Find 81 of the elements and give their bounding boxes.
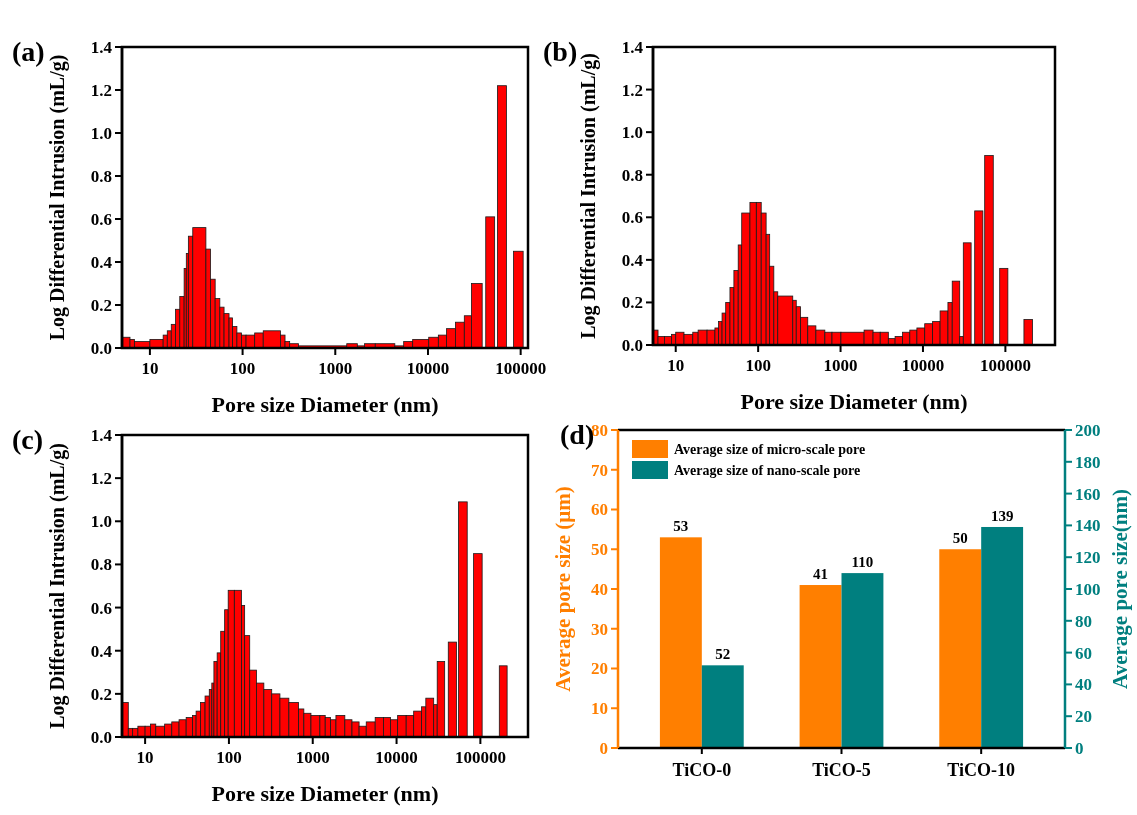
y-tick-label: 0.0 [621, 335, 643, 355]
y-tick-label: 40 [591, 579, 608, 599]
y2-tick-label: 100 [1075, 579, 1101, 599]
y-tick-label: 0 [599, 738, 608, 758]
y-tick-label: 1.2 [90, 469, 112, 489]
y-tick-label: 1.2 [90, 80, 112, 100]
x-tick-label: TiCO-10 [947, 760, 1016, 780]
x-tick-label: 100000 [495, 359, 547, 378]
legend-label: Average size of nano-scale pore [674, 462, 861, 478]
x-tick-label: 1000 [823, 356, 858, 375]
x-tick-label: 100 [745, 356, 771, 375]
x-axis-title: Pore size Diameter (nm) [211, 781, 439, 806]
y2-tick-label: 200 [1075, 420, 1101, 440]
y2-tick-label: 160 [1075, 484, 1101, 504]
x-tick-label: 10000 [406, 359, 450, 378]
y-tick-label: 0.2 [621, 293, 643, 313]
x-tick-label: 100000 [979, 356, 1031, 375]
y-tick-label: 0.2 [90, 684, 112, 704]
data-label: 50 [952, 530, 968, 547]
y-tick-label: 60 [591, 500, 608, 520]
x-tick-label: 1000 [295, 748, 330, 767]
y-tick-label: 30 [591, 619, 608, 639]
y-tick-label: 1.4 [90, 37, 113, 57]
y2-tick-label: 140 [1075, 516, 1101, 536]
chart-title: (b) [543, 36, 578, 67]
y-axis-title: Log Differential Intrusion (mL/g) [46, 443, 69, 729]
y-tick-label: 70 [591, 460, 608, 480]
data-label: 53 [673, 518, 689, 535]
x-tick-label: 10 [136, 748, 154, 767]
x-axis-title: Pore size Diameter (nm) [211, 392, 439, 417]
x-tick-label: 100000 [454, 748, 506, 767]
y-tick-label: 1.4 [90, 425, 113, 445]
data-label: 139 [990, 507, 1014, 524]
chart-title: (c) [12, 424, 44, 455]
x-tick-label: 100 [229, 359, 256, 378]
y-tick-label: 0.6 [90, 598, 112, 618]
y-tick-label: 0.8 [621, 165, 643, 185]
y-tick-label: 20 [591, 659, 608, 679]
y-tick-label: 1.2 [621, 80, 643, 100]
legend-label: Average size of micro-scale pore [674, 441, 866, 457]
x-tick-label: TiCO-0 [672, 760, 732, 780]
y-tick-label: 0.6 [621, 208, 643, 228]
y-tick-label: 1.0 [621, 123, 643, 143]
y2-tick-label: 0 [1075, 738, 1084, 758]
chart-title: (a) [12, 36, 45, 67]
y-tick-label: 1.4 [621, 37, 644, 57]
y2-tick-label: 180 [1075, 452, 1101, 472]
y2-axis-title: Average pore size(nm) [1108, 489, 1132, 689]
y2-tick-label: 120 [1075, 548, 1101, 568]
y-axis-title: Average pore size (μm) [551, 486, 575, 692]
x-tick-label: 10000 [375, 748, 418, 767]
y2-tick-label: 20 [1075, 707, 1092, 727]
y2-tick-label: 40 [1075, 675, 1092, 695]
y-tick-label: 0.4 [621, 250, 644, 270]
data-label: 41 [813, 566, 829, 583]
bar [659, 537, 702, 748]
x-tick-label: 10 [141, 359, 159, 378]
x-tick-label: 10000 [901, 356, 945, 375]
x-axis-title: Pore size Diameter (nm) [740, 389, 968, 414]
y-axis-title: Log Differential Intrusion (mL/g) [577, 53, 600, 339]
data-label: 52 [715, 646, 731, 663]
y-tick-label: 0.0 [90, 338, 112, 358]
x-tick-label: TiCO-5 [812, 760, 871, 780]
y2-tick-label: 80 [1075, 611, 1092, 631]
y-tick-label: 1.0 [90, 123, 112, 143]
y-tick-label: 0.8 [90, 166, 112, 186]
y-tick-label: 0.6 [90, 209, 112, 229]
y-tick-label: 0.2 [90, 295, 112, 315]
y2-tick-label: 60 [1075, 643, 1092, 663]
y-tick-label: 0.0 [90, 727, 112, 747]
y-tick-label: 10 [591, 699, 608, 719]
y-tick-label: 1.0 [90, 512, 112, 532]
x-tick-label: 10 [667, 356, 685, 375]
y-tick-label: 0.4 [90, 252, 113, 272]
x-tick-label: 1000 [318, 359, 353, 378]
y-tick-label: 0.4 [90, 641, 113, 661]
y-tick-label: 0.8 [90, 555, 112, 575]
x-tick-label: 100 [216, 748, 242, 767]
y-axis-title: Log Differential Intrusion (mL/g) [46, 54, 69, 341]
y-tick-label: 50 [591, 540, 608, 560]
data-label: 110 [851, 554, 874, 571]
